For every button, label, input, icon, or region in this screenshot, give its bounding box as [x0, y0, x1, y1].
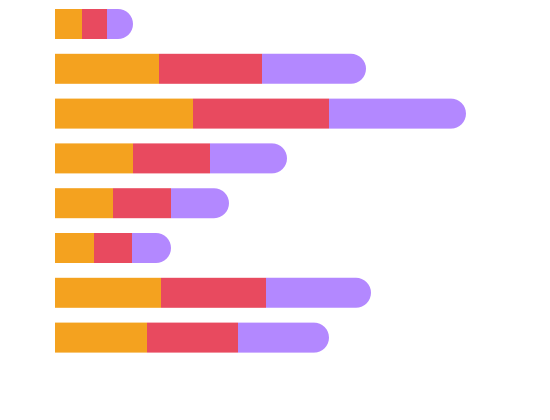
bar-segment — [159, 53, 262, 84]
bar-segment — [107, 9, 133, 39]
bar-segment — [210, 143, 288, 174]
bar-segment — [193, 98, 329, 129]
bar-segment — [55, 9, 82, 39]
bar-segment — [161, 277, 266, 308]
bar-segment — [133, 143, 210, 174]
bar-segment — [55, 322, 147, 353]
bar-segment — [113, 188, 171, 219]
bar-segment — [55, 277, 161, 308]
bar-segment — [171, 188, 230, 219]
bar-segment — [266, 277, 372, 308]
bar-segment — [82, 9, 107, 39]
bar-segment — [55, 53, 159, 84]
bar-segment — [55, 188, 113, 219]
bar-segment — [94, 233, 132, 263]
bar-segment — [147, 322, 238, 353]
bar-segment — [55, 98, 193, 129]
bar-segment — [55, 233, 94, 263]
bar-segment — [132, 233, 171, 263]
bar-segment — [329, 98, 466, 129]
bar-segment — [55, 143, 133, 174]
bar-segment — [238, 322, 329, 353]
bar-segment — [262, 53, 366, 84]
